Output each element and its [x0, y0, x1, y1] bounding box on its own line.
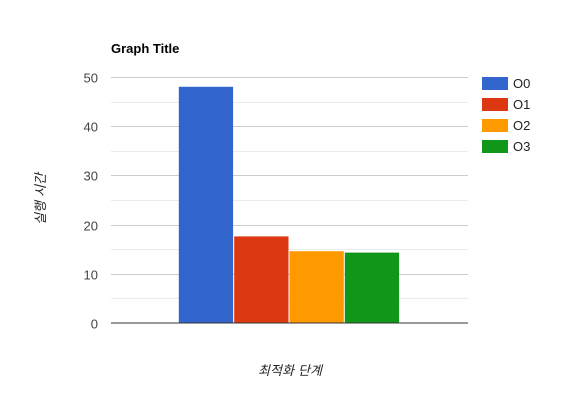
- bar-o2: [289, 251, 344, 323]
- y-tick-label: 0: [91, 317, 98, 332]
- legend-label: O1: [513, 97, 530, 112]
- legend-item-o1: O1: [482, 97, 530, 112]
- legend-item-o0: O0: [482, 76, 530, 91]
- y-tick-label: 10: [84, 268, 98, 283]
- legend-item-o2: O2: [482, 118, 530, 133]
- bar-o0: [178, 86, 234, 323]
- x-axis-label: 최적화 단계: [258, 364, 324, 379]
- legend-swatch: [482, 140, 508, 153]
- legend-label: O3: [513, 139, 530, 154]
- y-tick-label: 40: [84, 120, 98, 135]
- legend-swatch: [482, 98, 508, 111]
- legend-swatch: [482, 119, 508, 132]
- y-tick-labels: 0 10 20 30 40 50: [84, 71, 98, 332]
- y-tick-label: 50: [84, 71, 98, 86]
- legend-label: O2: [513, 118, 530, 133]
- legend: O0 O1 O2 O3: [482, 76, 530, 154]
- legend-swatch: [482, 77, 508, 90]
- y-tick-label: 30: [84, 169, 98, 184]
- bar-o3: [344, 252, 400, 323]
- legend-item-o3: O3: [482, 139, 530, 154]
- bars: [178, 86, 400, 323]
- y-axis-label: 실행 시간: [34, 171, 49, 225]
- bar-o1: [234, 236, 289, 323]
- y-tick-label: 20: [84, 219, 98, 234]
- chart-title: Graph Title: [111, 41, 179, 56]
- legend-label: O0: [513, 76, 530, 91]
